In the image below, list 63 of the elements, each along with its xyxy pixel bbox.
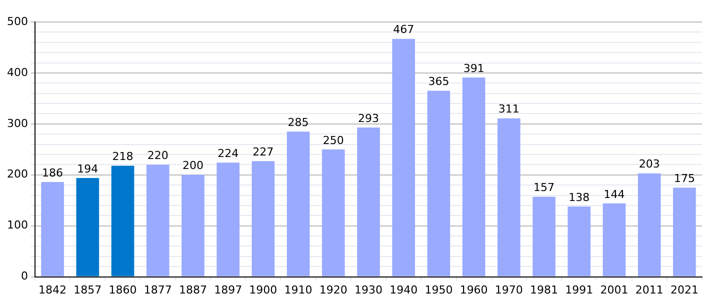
y-tick-label: 300 [6, 116, 28, 130]
bar [182, 174, 204, 276]
x-tick-label: 1900 [249, 283, 278, 296]
data-label: 365 [428, 75, 450, 88]
x-tick-label: 1860 [108, 283, 137, 296]
bar [252, 161, 275, 276]
data-label: 220 [147, 149, 168, 162]
bar [286, 132, 310, 276]
bar [146, 164, 170, 276]
data-label: 138 [568, 190, 590, 204]
bar [532, 196, 556, 276]
x-tick-label: 1910 [284, 283, 312, 296]
bar [357, 127, 380, 276]
bar [638, 173, 661, 276]
data-label: 293 [358, 112, 379, 125]
data-label: 157 [534, 181, 555, 194]
data-label: 285 [288, 116, 309, 129]
data-label: 186 [42, 166, 64, 180]
x-tick-label: 2021 [670, 283, 698, 296]
x-tick-label: 1897 [214, 283, 242, 296]
x-tick-label: 1940 [390, 283, 418, 296]
x-tick-label: 1930 [354, 283, 382, 296]
data-label: 218 [112, 150, 134, 164]
data-label: 194 [77, 162, 98, 176]
y-tick-label: 500 [6, 14, 28, 28]
y-tick-label: 400 [6, 66, 28, 79]
data-label: 175 [674, 172, 695, 185]
x-tick-label: 1920 [319, 283, 348, 296]
data-label: 250 [322, 134, 344, 147]
y-tick-label: 100 [6, 218, 28, 232]
data-label: 391 [463, 62, 484, 75]
x-tick-label: 1887 [178, 283, 207, 296]
x-tick-label: 2001 [600, 283, 628, 296]
bar [498, 118, 520, 276]
x-tick-label: 1877 [144, 283, 172, 296]
x-tick-label: 1960 [460, 283, 488, 296]
data-label: 203 [638, 158, 660, 171]
bar [392, 38, 416, 276]
data-label: 224 [218, 147, 239, 160]
x-tick-label: 2011 [635, 283, 664, 296]
data-label: 227 [252, 145, 274, 158]
x-tick-label: 1970 [494, 283, 523, 296]
bar [322, 149, 345, 276]
y-tick-label: 200 [6, 168, 28, 181]
y-tick-label: 0 [20, 270, 28, 283]
bar [111, 166, 134, 276]
x-tick-label: 1991 [565, 283, 594, 296]
data-label: 467 [393, 23, 414, 36]
bar [462, 78, 486, 276]
x-tick-label: 1842 [38, 283, 67, 296]
bar [673, 188, 696, 276]
data-label: 200 [182, 159, 204, 172]
bar [41, 182, 64, 276]
x-tick-label: 1981 [530, 283, 558, 296]
bar [216, 162, 240, 276]
data-label: 311 [498, 102, 520, 116]
x-tick-label: 1857 [74, 283, 102, 296]
x-tick-label: 1950 [424, 283, 453, 296]
bar [76, 178, 100, 276]
bar [568, 206, 591, 276]
bar [602, 203, 626, 276]
bar [427, 90, 450, 276]
data-label: 144 [604, 188, 625, 201]
